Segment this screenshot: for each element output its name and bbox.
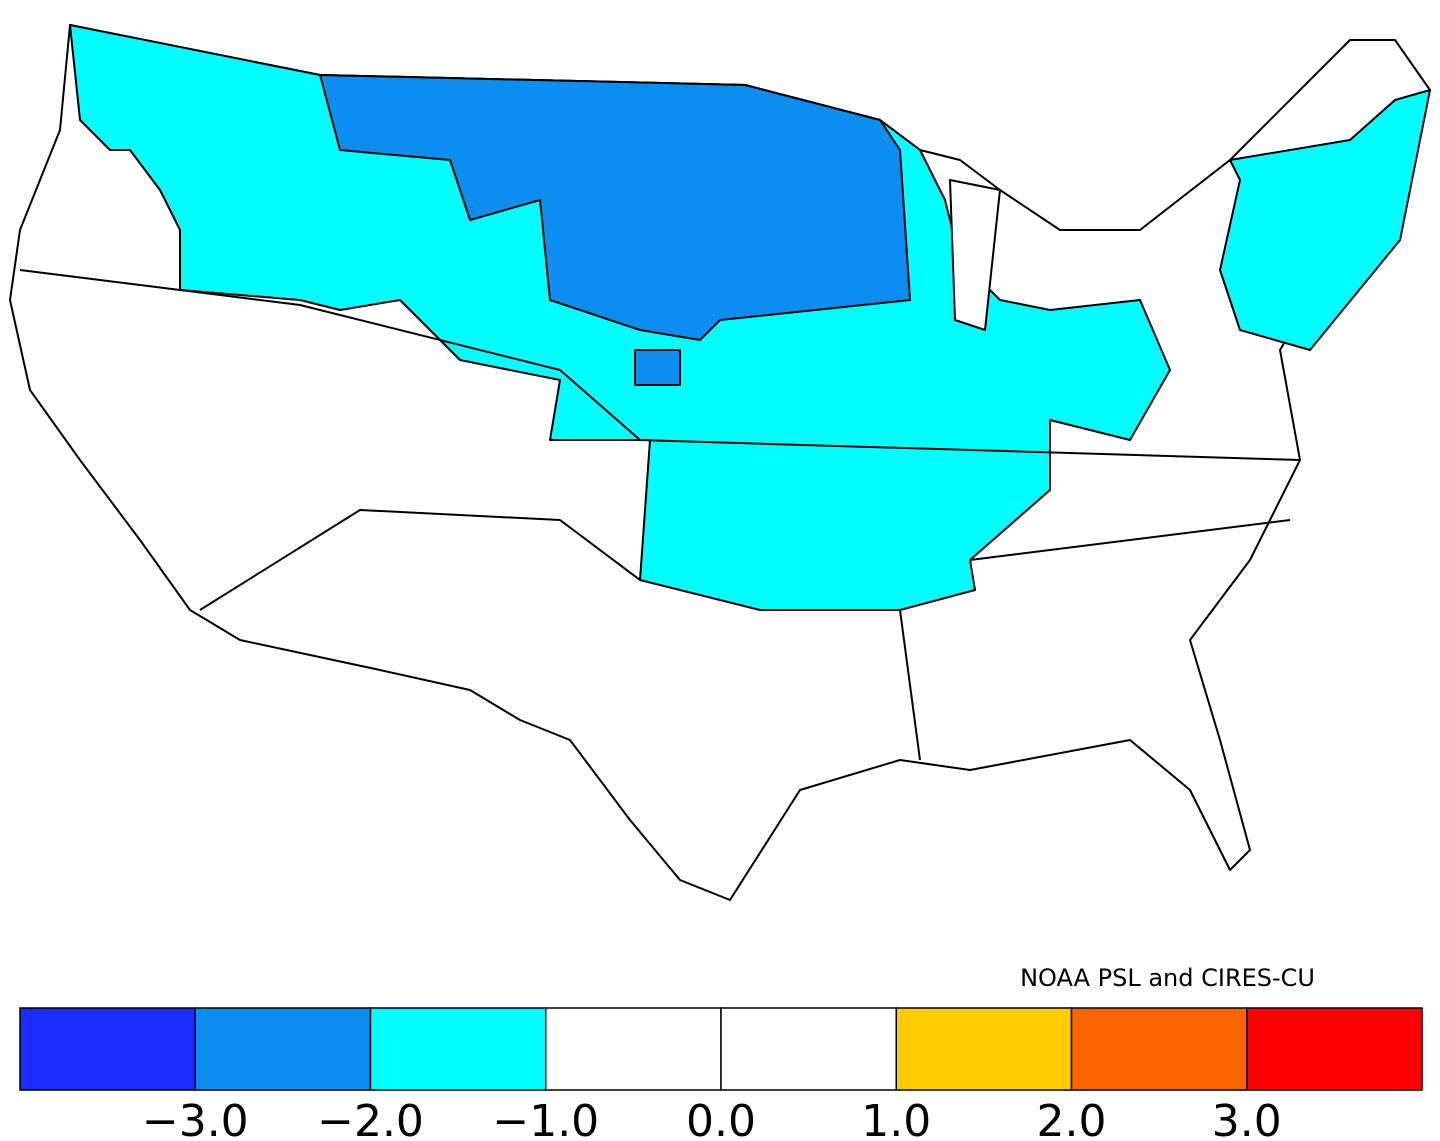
legend-tick-label: −2.0 (317, 1096, 424, 1141)
cyan-region-northeast (1219, 89, 1431, 351)
blue-region (319, 74, 911, 341)
border-line (199, 509, 641, 611)
credit: NOAA PSL and CIRES-CU (1020, 964, 1315, 992)
lake-michigan (949, 179, 1001, 331)
legend-tick-label: 1.0 (861, 1096, 931, 1141)
legend-tick-label: 3.0 (1212, 1096, 1282, 1141)
border-line (19, 269, 1301, 461)
legend-tick-label: −1.0 (492, 1096, 599, 1141)
legend-tick-label: 2.0 (1037, 1096, 1107, 1141)
legend-swatch (1246, 1007, 1423, 1091)
legend-swatch (720, 1007, 897, 1091)
legend-swatch (895, 1007, 1073, 1091)
legend: −3.0 −2.0 −1.0 0.0 1.0 2.0 3.0 (19, 1007, 1423, 1141)
legend-swatch (369, 1007, 547, 1091)
legend-tick-label: −3.0 (142, 1096, 249, 1141)
border-line (899, 609, 921, 761)
legend-swatch (545, 1007, 722, 1091)
blue-region-small (634, 349, 681, 386)
legend-tick-label: 0.0 (686, 1096, 756, 1141)
legend-swatch (194, 1007, 372, 1091)
legend-swatch (1070, 1007, 1248, 1091)
legend-swatch (19, 1007, 196, 1091)
border-line (969, 519, 1291, 561)
us-map (9, 24, 1431, 901)
